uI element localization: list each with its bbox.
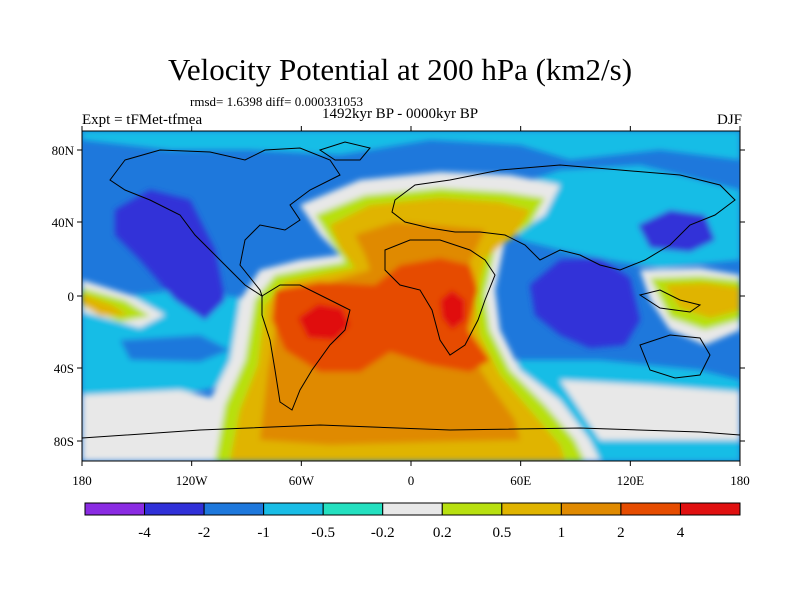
colorbar-label: -0.2 (371, 525, 395, 541)
season-label: DJF (716, 112, 742, 128)
contour-africa-maximum (440, 290, 465, 330)
contour-south-blue-cell (120, 335, 230, 362)
lat-label: 80N (52, 143, 75, 158)
contour-south-america-maximum (298, 304, 350, 340)
contour-west-orange (82, 294, 128, 316)
contour-southeast-neutral (560, 380, 740, 440)
lon-label: 120E (617, 473, 645, 488)
lat-label: 0 (68, 289, 75, 304)
lon-label: 120W (176, 473, 209, 488)
contour-pacific-minimum (115, 190, 225, 320)
colorbar-swatch (322, 502, 384, 516)
coast-australia (639, 334, 711, 379)
colorbar-label: 4 (677, 525, 685, 541)
colorbar-label: 0.5 (492, 525, 511, 541)
colorbar-label: -4 (138, 525, 151, 541)
latitude-axis: 80N 40N 0 40S 80S (52, 143, 745, 449)
lat-label: 40S (54, 361, 74, 376)
lon-label: 60E (510, 473, 531, 488)
stats-text: rmsd= 1.6398 diff= 0.000331053 (190, 94, 363, 109)
velocity-potential-field (82, 131, 740, 461)
colorbar-swatch (382, 502, 443, 516)
coast-south-america (261, 284, 351, 411)
colorbar-label: -2 (198, 525, 211, 541)
colorbar-swatch (560, 502, 622, 516)
colorbar-label: -0.5 (311, 525, 335, 541)
lat-label: 40N (52, 215, 75, 230)
coast-eurasia (391, 164, 736, 271)
lat-label: 80S (54, 434, 74, 449)
period-label: 1492kyr BP - 0000kyr BP (321, 106, 479, 122)
longitude-axis: 180 120W 60W 0 60E 120E 180 (72, 126, 750, 488)
experiment-label: Expt = tFMet-tfmea (82, 112, 203, 128)
colorbar-swatch (620, 502, 681, 516)
contour-asia-minimum (638, 210, 715, 252)
lon-label: 180 (72, 473, 92, 488)
lon-label: 60W (289, 473, 315, 488)
lon-label: 0 (408, 473, 415, 488)
contour-indian-ocean-minimum (530, 258, 640, 348)
colorbar-swatch (203, 502, 265, 516)
coast-north-america (109, 147, 341, 298)
colorbar-label: 1 (558, 525, 566, 541)
colorbar-swatch (144, 502, 205, 516)
contour-west-green (82, 288, 150, 322)
colorbar-swatch (84, 502, 146, 516)
coast-maritime-continent (638, 289, 702, 313)
coast-antarctica (82, 424, 740, 439)
colorbar-label: -1 (257, 525, 270, 541)
colorbar-swatch (679, 502, 741, 516)
colorbar-swatch (501, 502, 562, 516)
contour-positive-red-orange (272, 258, 490, 372)
lon-label: 180 (730, 473, 750, 488)
colorbar-swatch (263, 502, 324, 516)
coastlines (82, 141, 740, 439)
colorbar-swatch (441, 502, 503, 516)
coast-africa (384, 239, 496, 356)
contour-east-orange (665, 283, 740, 318)
colorbar: -4 -2 -1 -0.5 -0.2 0.2 0.5 1 2 4 (84, 502, 741, 541)
colorbar-label: 0.2 (433, 525, 452, 541)
contour-north-cyan (82, 131, 740, 160)
colorbar-label: 2 (617, 525, 625, 541)
plot-title: Velocity Potential at 200 hPa (km2/s) (167, 52, 633, 87)
coast-greenland (318, 141, 371, 161)
